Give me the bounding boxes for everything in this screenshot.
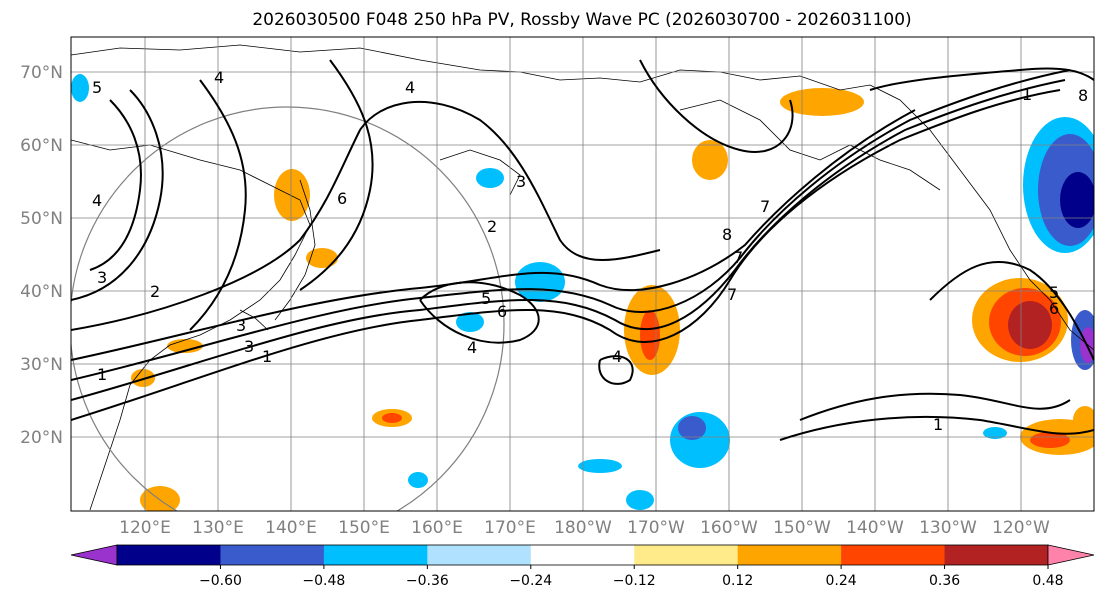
colorbar-tick-label: −0.24 [509,573,552,589]
contour-label: 4 [405,78,415,97]
colorbar-tick-label: −0.12 [613,573,656,589]
lat-label: 50°N [20,209,63,229]
contour-label: 1 [262,347,272,366]
contour-label: 5 [481,289,491,308]
lon-label: 140°E [265,518,317,538]
colorbar-tick-label: 0.24 [826,573,857,589]
reference-circle [71,106,505,511]
colorbar-tick-label: 0.36 [929,573,960,589]
colorbar-tick-label: −0.60 [199,573,242,589]
contour-label: 8 [722,225,732,244]
lon-label: 140°W [846,518,904,538]
figure-title: 2026030500 F048 250 hPa PV, Rossby Wave … [252,10,911,30]
colorbar-segment [117,545,221,565]
contour-label: 5 [1049,283,1059,302]
colorbar-tick-label: −0.36 [406,573,449,589]
lon-label: 120°W [992,518,1050,538]
contour-label: 3 [236,316,246,335]
contour-label: 1 [933,415,943,434]
colorbar-segment [220,545,325,565]
contour-label: 4 [467,338,477,357]
contour-label: 6 [1049,299,1059,318]
contour-label: 4 [612,347,622,366]
contour-label: 3 [97,268,107,287]
lon-label: 180°W [554,518,612,538]
contour-label: 6 [497,302,507,321]
colorbar-segment [737,545,842,565]
lat-label: 40°N [20,282,63,302]
contour-label: 3 [244,337,254,356]
longitude-labels: 120°E 130°E 140°E 150°E 160°E 170°E 180°… [119,518,1050,538]
lon-label: 120°E [119,518,171,538]
colorbar-segment [427,545,532,565]
lon-label: 160°W [700,518,758,538]
map-frame [70,36,1095,512]
contour-label: 7 [733,248,743,267]
lon-label: 150°E [338,518,390,538]
colorbar-under-extend [70,544,118,566]
contour-label: 2 [487,217,497,236]
contour-label: 4 [214,68,224,87]
contour-label: 1 [1022,85,1032,104]
colorbar-tick-label: −0.48 [302,573,345,589]
lon-label: 160°E [411,518,463,538]
lon-label: 130°W [919,518,977,538]
lat-label: 60°N [20,136,63,156]
latitude-labels: 70°N 60°N 50°N 40°N 30°N 20°N [20,63,63,448]
contour-label: 2 [150,282,160,301]
lon-label: 170°W [627,518,685,538]
colorbar-tick-label: 0.48 [1032,573,1063,589]
contour-label: 7 [760,197,770,216]
lat-label: 20°N [20,428,63,448]
contour-label: 4 [92,191,102,210]
contour-label: 6 [337,189,347,208]
colorbar-segment [323,545,428,565]
contour-label: 5 [92,78,102,97]
lon-label: 170°E [484,518,536,538]
colorbar-segment [634,545,739,565]
colorbar-segment [944,545,1049,565]
colorbar-segment [841,545,946,565]
pv-contours [71,59,1094,441]
contour-label: 3 [516,172,526,191]
lon-label: 130°E [192,518,244,538]
colorbar-over-extend [1047,544,1095,566]
contour-label: 7 [727,285,737,304]
map-panel: 5 4 3 7 6 4 3 2 4 3 2 1 5 6 4 4 7 8 7 1 … [71,37,1094,511]
lat-label: 70°N [20,63,63,83]
contour-label: 1 [97,365,107,384]
lat-lon-grid [71,37,1094,511]
colorbar: −0.60 −0.48 −0.36 −0.24 −0.12 0.12 0.24 0.36 0.4… [70,544,1095,589]
colorbar-segment [530,545,635,565]
lat-label: 30°N [20,355,63,375]
lon-label: 150°W [773,518,831,538]
colorbar-tick-label: 0.12 [722,573,753,589]
contour-labels: 5 4 3 7 6 4 3 2 4 3 2 1 5 6 4 4 7 8 7 1 … [92,68,1088,434]
contour-label: 8 [1078,86,1088,105]
